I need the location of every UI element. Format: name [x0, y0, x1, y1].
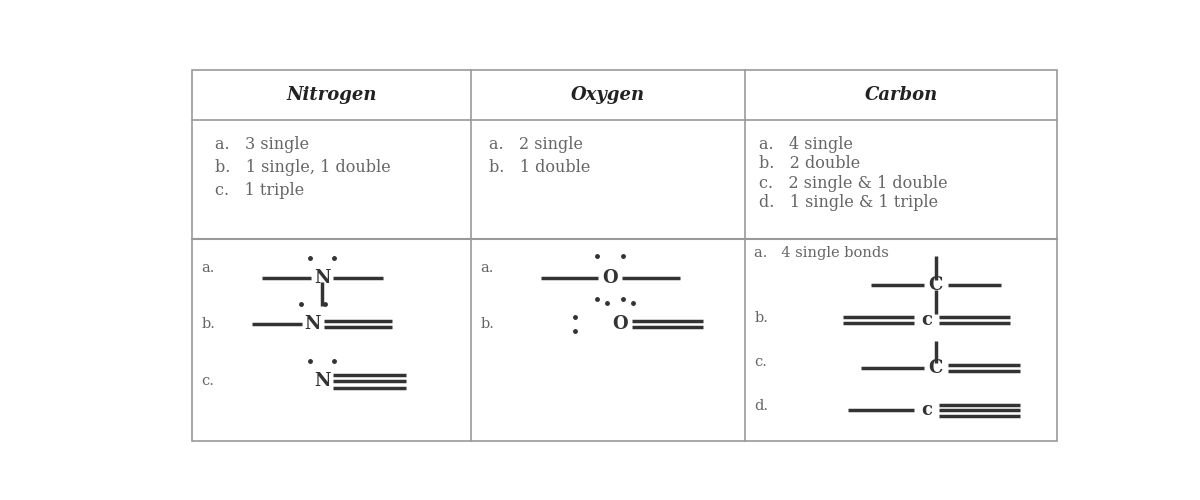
Text: b.   1 single, 1 double: b. 1 single, 1 double	[215, 160, 391, 176]
Text: Oxygen: Oxygen	[571, 86, 646, 103]
Text: a.   4 single: a. 4 single	[760, 136, 853, 153]
Text: b.: b.	[202, 316, 215, 330]
Text: a.: a.	[480, 261, 493, 275]
Text: a.: a.	[202, 261, 215, 275]
Text: d.   1 single & 1 triple: d. 1 single & 1 triple	[760, 194, 938, 211]
Text: c: c	[922, 311, 932, 329]
Text: N: N	[314, 372, 330, 390]
Text: c.: c.	[202, 374, 214, 388]
Text: a.   2 single: a. 2 single	[490, 136, 583, 153]
Text: c.: c.	[755, 355, 767, 369]
Text: N: N	[305, 314, 322, 332]
Text: c: c	[922, 402, 932, 419]
Text: c.   1 triple: c. 1 triple	[215, 182, 305, 200]
Text: N: N	[314, 268, 330, 286]
Text: O: O	[612, 314, 628, 332]
Text: c.   2 single & 1 double: c. 2 single & 1 double	[760, 174, 948, 192]
FancyBboxPatch shape	[192, 70, 1057, 441]
Text: d.: d.	[755, 400, 768, 413]
Text: O: O	[602, 268, 618, 286]
Text: Carbon: Carbon	[864, 86, 937, 103]
Text: a.   3 single: a. 3 single	[215, 136, 310, 153]
Text: b.   1 double: b. 1 double	[490, 160, 590, 176]
Text: C: C	[929, 276, 943, 294]
Text: C: C	[929, 359, 943, 377]
Text: a.   4 single bonds: a. 4 single bonds	[755, 246, 889, 260]
Text: b.: b.	[480, 316, 494, 330]
Text: b.   2 double: b. 2 double	[760, 156, 860, 172]
Text: Nitrogen: Nitrogen	[286, 86, 377, 103]
Text: b.: b.	[755, 311, 768, 325]
